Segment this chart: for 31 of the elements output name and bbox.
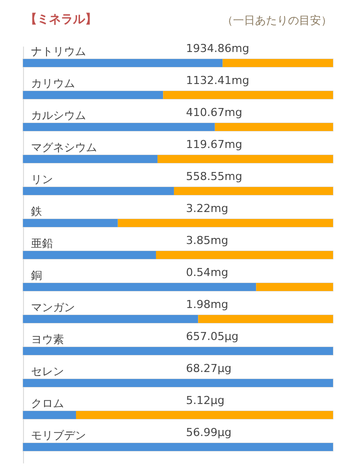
y-tick-label: ナトリウム bbox=[31, 45, 86, 58]
annotation: 657.05µg bbox=[186, 330, 238, 343]
y-tick-label: マグネシウム bbox=[31, 141, 97, 154]
annotation: 3.22mg bbox=[186, 202, 228, 215]
y-tick-label: ヨウ素 bbox=[31, 333, 64, 346]
y-tick-label: 亜鉛 bbox=[31, 237, 53, 250]
annotation: 1.98mg bbox=[186, 298, 228, 311]
annotation: 119.67mg bbox=[186, 138, 242, 151]
annotation: 68.27µg bbox=[186, 362, 232, 375]
y-tick-label: クロム bbox=[31, 397, 64, 410]
chart-subtitle: （一日あたりの目安） bbox=[222, 14, 332, 27]
chart-title: 【ミネラル】 bbox=[25, 12, 97, 26]
annotation: 56.99µg bbox=[186, 426, 232, 439]
y-tick-label: リン bbox=[31, 173, 53, 186]
bar bbox=[23, 219, 118, 227]
annotation: 0.54mg bbox=[186, 266, 228, 279]
y-tick-label: 銅 bbox=[31, 269, 42, 282]
annotation: 558.55mg bbox=[186, 170, 242, 183]
bar bbox=[23, 411, 76, 419]
annotation: 3.85mg bbox=[186, 234, 228, 247]
annotation: 5.12µg bbox=[186, 394, 224, 407]
y-tick-label: 鉄 bbox=[31, 205, 42, 218]
y-tick-label: カルシウム bbox=[31, 109, 86, 122]
y-tick-label: モリブデン bbox=[31, 429, 86, 442]
annotation: 1132.41mg bbox=[186, 74, 250, 87]
y-tick-label: カリウム bbox=[31, 77, 75, 90]
bar bbox=[256, 283, 333, 291]
y-tick-label: マンガン bbox=[31, 301, 75, 314]
annotation: 410.67mg bbox=[186, 106, 242, 119]
annotation: 1934.86mg bbox=[186, 42, 250, 55]
y-tick-label: セレン bbox=[31, 365, 64, 378]
